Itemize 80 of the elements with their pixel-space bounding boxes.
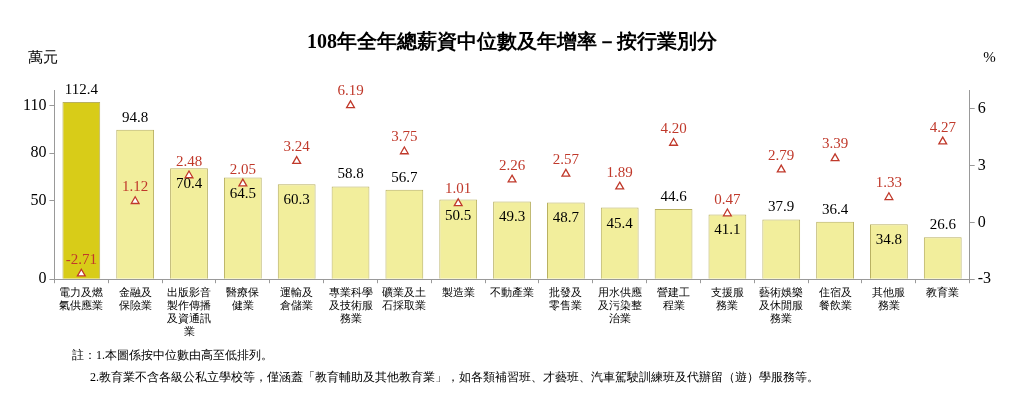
point: [238, 178, 248, 187]
data-label: 4.27: [929, 118, 957, 135]
point: [76, 268, 86, 277]
x-tick-label: 出版影音製作傳播及資通訊業: [167, 285, 211, 338]
data-label: 2.57: [552, 150, 580, 167]
data-label: 1.33: [875, 174, 903, 191]
y2-tick-label: 6: [977, 99, 986, 117]
data-label: 44.6: [660, 187, 688, 204]
x-tick-label: 支援服務業: [710, 285, 744, 311]
x-tick-label: 電力及燃氣供應業: [59, 285, 104, 311]
data-label: 1.01: [445, 180, 472, 197]
data-label: 3.24: [283, 138, 311, 155]
point: [722, 208, 732, 217]
point: [615, 181, 625, 190]
data-label: 6.19: [337, 82, 364, 99]
point: [507, 174, 517, 183]
y2-tick-label: 0: [977, 212, 986, 230]
text: 註：1.本圖係按中位數由高至低排列。: [72, 347, 274, 364]
data-label: 2.05: [229, 160, 256, 177]
x-tick-label: 住宿及餐飲業: [818, 285, 852, 311]
x-tick-label: 教育業: [926, 285, 960, 298]
x-tick-label: 醫療保健業: [226, 285, 260, 311]
y2-axis-title: %: [983, 49, 996, 65]
data-label: 34.8: [875, 231, 903, 248]
data-label: 56.7: [391, 168, 418, 185]
point: [938, 136, 948, 145]
data-label: 1.12: [122, 178, 149, 195]
y-tick-label: 0: [38, 269, 47, 287]
x-tick-label: 藝術娛樂及休閒服務業: [759, 285, 804, 325]
point: [830, 153, 840, 162]
x-tick-label: 批發及零售業: [549, 285, 583, 311]
y-tick-label: 110: [23, 95, 47, 113]
x-tick-label: 不動產業: [490, 285, 535, 298]
text: 2.教育業不含各級公私立學校等，僅涵蓋「教育輔助及其他教育業」，如各類補習班、才藝班、汽車駕駛訓練班及代辦留（遊）學服務等。: [89, 369, 819, 386]
data-label: 3.75: [391, 128, 418, 145]
data-label: 37.9: [768, 198, 795, 215]
point: [453, 198, 463, 207]
point: [399, 146, 409, 155]
y2-tick-label: -3: [977, 269, 991, 287]
data-label: 48.7: [552, 209, 580, 226]
point: [884, 192, 894, 201]
x-tick-label: 營建工程業: [657, 285, 691, 311]
x-tick-label: 製造業: [441, 285, 475, 298]
data-label: 58.8: [337, 165, 364, 182]
x-tick-label: 用水供應及污染整治業: [597, 285, 642, 325]
y2-tick-label: 3: [977, 155, 986, 173]
data-label: 26.6: [929, 216, 957, 233]
y-axis-title: 萬元: [28, 49, 58, 65]
data-label: 112.4: [64, 80, 99, 97]
y-tick-label: 50: [30, 190, 47, 208]
data-label: 50.5: [445, 206, 472, 223]
data-label: -2.71: [65, 250, 97, 267]
data-label: 36.4: [821, 200, 849, 217]
point: [345, 100, 356, 109]
data-label: 60.3: [283, 191, 310, 208]
point: [776, 164, 786, 173]
point: [561, 168, 571, 177]
x-tick-label: 礦業及土石採取業: [382, 285, 427, 311]
data-label: 45.4: [606, 214, 634, 231]
data-label: 3.39: [821, 135, 849, 152]
x-tick-label: 專業科學及技術服務業: [328, 285, 373, 325]
x-tick-label: 運輸及倉儲業: [280, 285, 314, 311]
y-tick-label: 80: [30, 143, 47, 161]
data-label: 4.20: [660, 119, 687, 136]
data-label: 2.48: [175, 152, 203, 169]
data-label: 2.26: [498, 156, 526, 173]
data-label: 41.1: [714, 221, 741, 238]
data-label: 2.79: [768, 146, 795, 163]
data-label: 64.5: [229, 184, 256, 201]
chart-title: 108年全年總薪資中位數及年增率－按行業別分: [307, 30, 717, 52]
x-tick-label: 金融及保險業: [118, 285, 152, 311]
data-label: 0.47: [714, 190, 742, 207]
data-label: 49.3: [498, 208, 526, 225]
point: [130, 196, 140, 205]
data-label: 94.8: [122, 108, 149, 125]
data-label: 1.89: [606, 163, 633, 180]
x-tick-label: 其他服務業: [872, 285, 906, 311]
point: [292, 155, 302, 165]
data-label: 70.4: [175, 175, 203, 192]
point: [669, 137, 679, 146]
